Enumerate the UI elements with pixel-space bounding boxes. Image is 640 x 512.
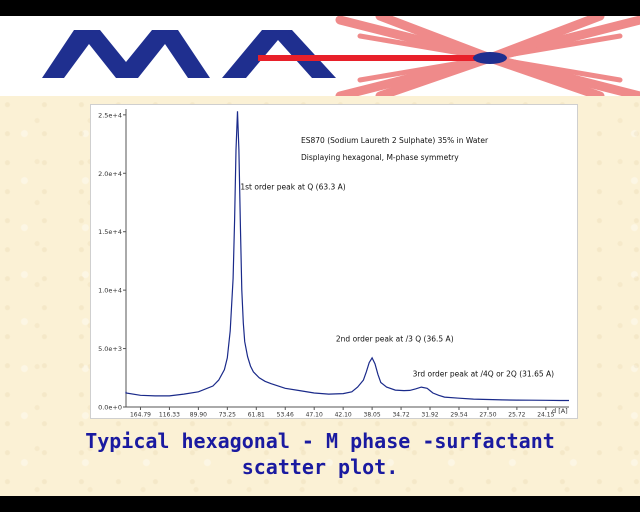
max-logo	[42, 11, 640, 101]
slide-header	[0, 11, 640, 101]
x-tick-label: 116.33	[159, 412, 180, 419]
top-black-bar	[0, 0, 640, 16]
x-tick-label: 25.72	[508, 412, 525, 419]
x-tick-label: 38.05	[364, 412, 381, 419]
y-tick-label: 1.0e+4	[98, 287, 122, 295]
peak-annotation: 3rd order peak at /4Q or 2Q (31.65 A)	[413, 370, 554, 379]
x-tick-label: 29.54	[450, 412, 467, 419]
x-tick-label: 164.79	[130, 412, 151, 419]
peak-annotation: 2nd order peak at /3 Q (36.5 A)	[336, 335, 454, 344]
x-tick-label: 34.72	[392, 412, 409, 419]
scattering-curve	[125, 111, 569, 402]
logo-ray	[357, 55, 493, 83]
x-tick-label: 47.10	[306, 412, 323, 419]
logo-ray	[485, 11, 605, 63]
x-axis-label: d [A]	[552, 407, 568, 415]
x-tick-label: 27.50	[479, 412, 496, 419]
bottom-black-bar	[0, 496, 640, 512]
logo-ray	[375, 11, 495, 63]
y-tick-label: 1.5e+4	[98, 228, 122, 236]
chart-frame: 0.0e+0 5.0e+3 1.0e+4 1.5e+4 2.0e+4 2.5e+4 164…	[90, 104, 578, 419]
x-axis-ticks: 164.79 116.33 89.90 73.25 61.81 53.46 47.10 42.…	[130, 407, 555, 418]
x-tick-label: 73.25	[219, 412, 236, 419]
peak-annotation: 1st order peak at Q (63.3 A)	[240, 183, 345, 192]
y-tick-label: 0.0e+0	[98, 404, 122, 412]
chart-subtitle: Displaying hexagonal, M-phase symmetry	[301, 153, 459, 162]
x-tick-label: 61.81	[248, 412, 265, 419]
x-tick-label: 24.15	[537, 412, 554, 419]
x-tick-label: 31.92	[421, 412, 438, 419]
logo-center	[473, 52, 507, 64]
logo-ray	[487, 33, 623, 61]
x-tick-label: 53.46	[277, 412, 294, 419]
logo-letter-a	[222, 30, 336, 78]
x-tick-label: 89.90	[190, 412, 207, 419]
y-tick-label: 2.5e+4	[98, 111, 122, 119]
logo-ray	[485, 53, 605, 101]
logo-ray	[357, 33, 493, 61]
scatter-plot-chart: 0.0e+0 5.0e+3 1.0e+4 1.5e+4 2.0e+4 2.5e+4 164…	[98, 109, 569, 418]
peak-annotations: 1st order peak at Q (63.3 A) 2nd order pe…	[240, 183, 554, 379]
logo-beam	[258, 55, 498, 61]
y-tick-label: 2.0e+4	[98, 170, 122, 178]
y-tick-label: 5.0e+3	[98, 345, 122, 353]
chart-title: ES870 (Sodium Laureth 2 Sulphate) 35% in…	[301, 136, 489, 145]
y-axis-ticks: 0.0e+0 5.0e+3 1.0e+4 1.5e+4 2.0e+4 2.5e+4	[98, 111, 126, 412]
logo-ray	[487, 55, 623, 83]
slide-caption: Typical hexagonal - M phase -surfactant …	[85, 429, 555, 479]
logo-ray	[375, 53, 495, 101]
logo-letter-m	[42, 30, 210, 78]
logo-rays	[335, 11, 640, 101]
x-tick-label: 42.10	[335, 412, 352, 419]
